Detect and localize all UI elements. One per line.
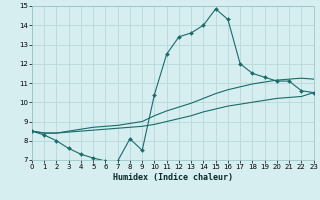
X-axis label: Humidex (Indice chaleur): Humidex (Indice chaleur) [113,173,233,182]
